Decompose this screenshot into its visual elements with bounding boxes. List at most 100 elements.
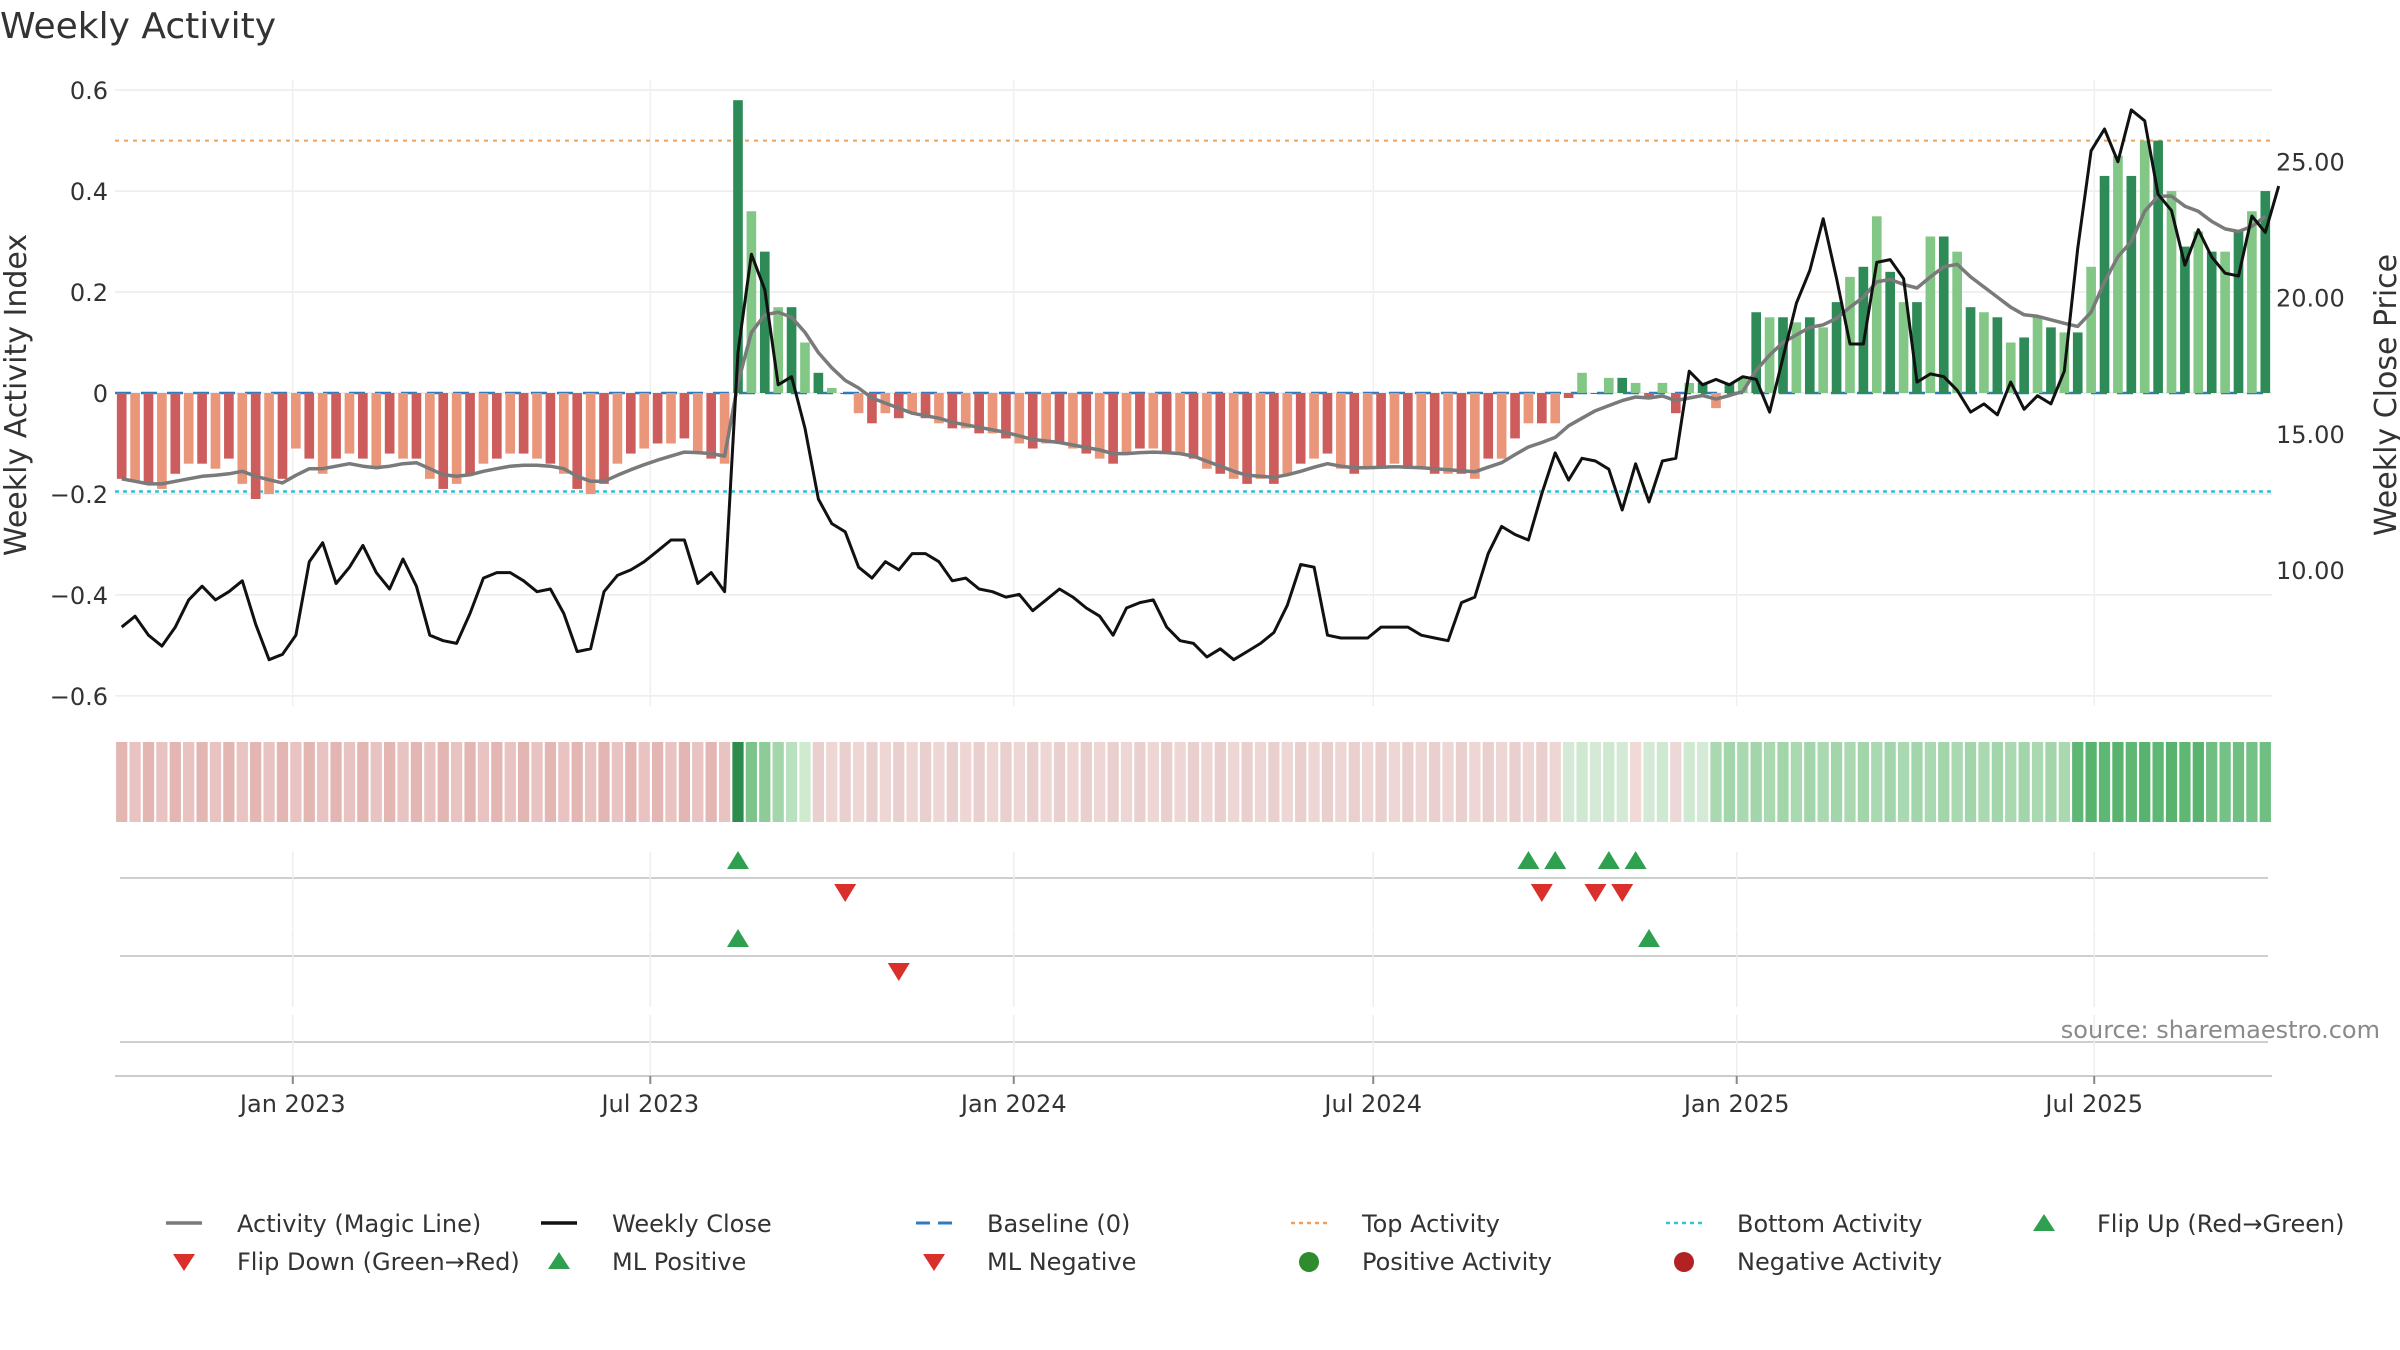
- activity-bar: [1362, 393, 1373, 469]
- activity-bar: [1094, 393, 1105, 459]
- strip-cell: [1549, 742, 1561, 822]
- activity-bar: [1751, 312, 1762, 393]
- activity-bar: [1523, 393, 1534, 424]
- strip-cell: [183, 742, 195, 822]
- flip-up-marker: [726, 851, 749, 869]
- legend-item-label: Weekly Close: [612, 1210, 772, 1238]
- activity-bar: [1657, 382, 1668, 393]
- activity-bar: [116, 393, 127, 479]
- activity-bar: [157, 393, 167, 489]
- strip-cell: [2139, 742, 2151, 822]
- strip-cell: [973, 742, 985, 822]
- strip-cell: [1897, 742, 1910, 822]
- strip-cell: [759, 742, 771, 822]
- activity-bar: [826, 387, 837, 393]
- x-tick-label: Jan 2025: [1682, 1090, 1790, 1118]
- activity-bar: [1148, 393, 1159, 449]
- flip-down-marker: [1584, 884, 1607, 902]
- activity-bar: [532, 393, 542, 459]
- x-tick-label: Jan 2023: [238, 1090, 346, 1118]
- strip-cell: [1603, 742, 1615, 822]
- strip-cell: [2152, 742, 2164, 822]
- strip-cell: [1830, 742, 1843, 822]
- y-tick-label: −0.2: [50, 481, 108, 509]
- strip-cell: [410, 742, 423, 822]
- strip-cell: [1053, 742, 1066, 822]
- strip-cell: [1951, 742, 1963, 822]
- activity-bar: [1309, 393, 1319, 459]
- activity-bar: [1161, 393, 1172, 454]
- legend-item-label: Activity (Magic Line): [237, 1210, 481, 1238]
- strip-cell: [1790, 742, 1803, 822]
- strip-cell: [960, 742, 972, 822]
- strip-cell: [343, 742, 356, 822]
- activity-bar: [1081, 393, 1092, 454]
- activity-bar: [1590, 393, 1601, 394]
- activity-bar: [371, 393, 382, 469]
- strip-cell: [1335, 742, 1347, 822]
- strip-cell: [665, 742, 677, 822]
- activity-bar: [451, 393, 462, 484]
- strip-cell: [986, 742, 999, 822]
- activity-bar: [1965, 307, 1976, 393]
- strip-cell: [611, 742, 624, 822]
- activity-bar: [1121, 393, 1132, 454]
- activity-bar: [960, 393, 971, 429]
- activity-bar: [2260, 191, 2271, 393]
- activity-bar: [1429, 393, 1440, 474]
- strip-cell: [1777, 742, 1789, 822]
- strip-cell: [129, 742, 141, 822]
- activity-bar: [652, 393, 663, 444]
- activity-bar: [987, 393, 998, 434]
- activity-bar: [1577, 372, 1587, 393]
- activity-bars: [116, 100, 2271, 500]
- legend-swatch: [923, 1254, 945, 1271]
- strip-cell: [397, 742, 409, 822]
- activity-bar: [813, 372, 824, 393]
- strip-cell: [1067, 742, 1079, 822]
- strip-cell: [866, 742, 878, 822]
- flip-down-marker: [1530, 884, 1553, 902]
- strip-cell: [906, 742, 918, 822]
- flip-up-marker: [1624, 851, 1647, 869]
- strip-cell: [1737, 742, 1749, 822]
- activity-bar: [1269, 393, 1279, 484]
- activity-bar: [291, 393, 301, 449]
- activity-bar: [920, 393, 931, 419]
- strip-cell: [1629, 742, 1642, 822]
- activity-bar: [277, 393, 288, 479]
- activity-bar: [2032, 317, 2043, 393]
- activity-bar: [2126, 175, 2137, 393]
- y2-tick-label: 20.00: [2276, 285, 2345, 313]
- strip-cell: [263, 742, 275, 822]
- activity-bar: [1737, 377, 1748, 393]
- strip-cell: [718, 742, 731, 822]
- activity-bar: [867, 393, 877, 424]
- series-lines: [120, 108, 2281, 662]
- strip-cell: [2058, 742, 2070, 822]
- flip-up-marker: [1517, 851, 1540, 869]
- legend-swatch: [2033, 1214, 2055, 1231]
- strip-cell: [919, 742, 932, 822]
- flip-down-marker: [834, 884, 857, 902]
- strip-cell: [250, 742, 262, 822]
- strip-cell: [1643, 742, 1655, 822]
- strip-cell: [1147, 742, 1159, 822]
- activity-bar: [1617, 377, 1628, 393]
- activity-bar: [1295, 393, 1306, 464]
- activity-bar: [1202, 393, 1212, 469]
- strip-cell: [1000, 742, 1012, 822]
- activity-bar: [1456, 393, 1467, 474]
- y2-axis-label: Weekly Close Price: [2369, 254, 2400, 536]
- activity-bar: [1228, 393, 1239, 479]
- activity-bar: [197, 393, 207, 464]
- activity-bar: [1912, 302, 1922, 393]
- activity-bar: [1898, 302, 1909, 393]
- activity-bar: [558, 393, 569, 474]
- strip-cell: [1804, 742, 1816, 822]
- activity-bar: [2233, 231, 2244, 393]
- strip-cell: [1388, 742, 1401, 822]
- strip-cell: [384, 742, 396, 822]
- activity-bar: [585, 393, 596, 494]
- activity-bar: [840, 393, 850, 394]
